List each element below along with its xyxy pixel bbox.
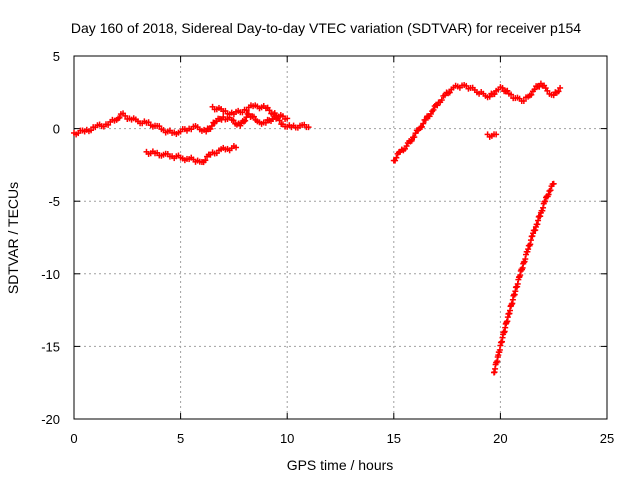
data-point bbox=[208, 123, 215, 130]
data-point bbox=[544, 87, 551, 94]
data-point bbox=[411, 134, 418, 141]
data-point bbox=[240, 118, 247, 125]
data-point bbox=[250, 113, 257, 120]
x-tick-label: 10 bbox=[280, 431, 294, 446]
data-point bbox=[557, 84, 564, 91]
data-point bbox=[276, 117, 283, 124]
y-tick-label: -15 bbox=[41, 339, 60, 354]
data-point bbox=[202, 157, 209, 164]
x-axis-label: GPS time / hours bbox=[287, 457, 394, 473]
data-point bbox=[403, 143, 410, 150]
series-segment-early bbox=[71, 110, 312, 138]
x-tick-label: 25 bbox=[600, 431, 614, 446]
y-tick-label: -5 bbox=[48, 194, 60, 209]
data-point bbox=[508, 91, 515, 98]
data-point bbox=[555, 88, 562, 95]
y-tick-label: 0 bbox=[53, 122, 60, 137]
data-point bbox=[491, 91, 498, 98]
data-point bbox=[420, 120, 427, 127]
series-segment-early-upper bbox=[209, 102, 291, 123]
data-point bbox=[266, 107, 273, 114]
data-point bbox=[486, 93, 493, 100]
y-tick-label: -20 bbox=[41, 412, 60, 427]
data-point bbox=[430, 106, 437, 113]
data-point bbox=[418, 123, 425, 130]
data-point bbox=[284, 115, 291, 122]
data-point bbox=[438, 97, 445, 104]
data-point bbox=[116, 114, 123, 121]
series-segment-small bbox=[484, 131, 500, 140]
data-point bbox=[499, 84, 506, 91]
data-point bbox=[88, 127, 95, 134]
grid bbox=[74, 56, 607, 419]
data-point bbox=[545, 191, 552, 198]
data-point bbox=[393, 154, 400, 161]
data-point bbox=[105, 121, 112, 128]
x-tick-label: 5 bbox=[177, 431, 184, 446]
data-point bbox=[550, 180, 557, 187]
data-point bbox=[504, 87, 511, 94]
data-point bbox=[520, 98, 527, 105]
chart-title: Day 160 of 2018, Sidereal Day-to-day VTE… bbox=[71, 20, 581, 36]
data-point bbox=[536, 83, 543, 90]
x-tick-label: 15 bbox=[387, 431, 401, 446]
data-point bbox=[547, 187, 554, 194]
series-segment-early-lower bbox=[143, 143, 240, 166]
data-point bbox=[446, 89, 453, 96]
data-point bbox=[242, 117, 249, 124]
data-point bbox=[528, 91, 535, 98]
plot-frame bbox=[73, 55, 608, 420]
x-tick-label: 20 bbox=[493, 431, 507, 446]
data-point bbox=[546, 188, 553, 195]
data-point bbox=[233, 144, 240, 151]
data-point bbox=[542, 198, 549, 205]
data-points bbox=[71, 80, 564, 376]
data-point bbox=[422, 116, 429, 123]
data-point bbox=[122, 112, 129, 119]
data-point bbox=[408, 137, 415, 144]
data-point bbox=[493, 131, 500, 138]
axis-ticks: 0 5 10 15 20 25 -20 -15 -10 -5 0 5 bbox=[41, 49, 614, 446]
y-tick-label: -10 bbox=[41, 267, 60, 282]
series-segment-late-descending bbox=[491, 180, 557, 376]
y-tick-label: 5 bbox=[53, 49, 60, 64]
data-point bbox=[305, 124, 312, 131]
data-point bbox=[237, 122, 244, 129]
data-point bbox=[531, 86, 538, 93]
data-point bbox=[230, 117, 237, 124]
y-axis-label: SDTVAR / TECUs bbox=[5, 182, 21, 294]
x-tick-label: 0 bbox=[70, 431, 77, 446]
series-segment-middle bbox=[390, 80, 564, 164]
data-point bbox=[243, 107, 250, 114]
